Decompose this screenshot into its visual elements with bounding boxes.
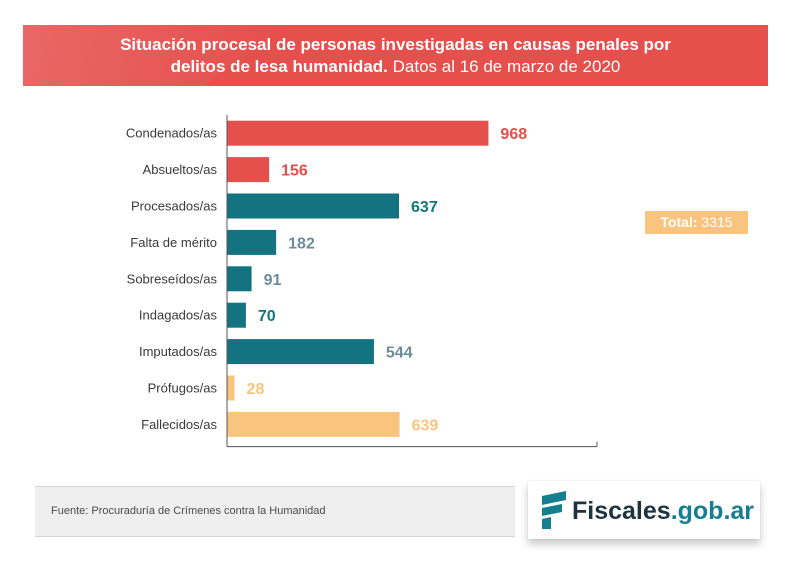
source-text: Fuente: Procuraduría de Crímenes contra …: [51, 505, 326, 517]
logo-name-dark: Fiscales: [572, 497, 671, 525]
bar: [227, 266, 252, 292]
bar: [227, 302, 246, 328]
bar-chart: Condenados/as 968 Absueltos/as 156 Procesado…: [126, 115, 598, 448]
fiscales-logo-text: Fiscales.gob.ar: [572, 493, 754, 529]
value-label: 544: [386, 345, 413, 362]
total-label: Total:: [660, 214, 698, 230]
category-label: Imputados/as: [139, 344, 218, 359]
value-label: 70: [258, 308, 276, 325]
fiscales-logo-icon: [542, 491, 566, 529]
category-label: Absueltos/as: [143, 162, 218, 177]
value-label: 968: [500, 126, 527, 143]
category-label: Sobreseídos/as: [127, 271, 218, 286]
total-value: 3315: [697, 214, 733, 230]
category-label: Prófugos/as: [148, 381, 218, 396]
bar: [227, 375, 235, 401]
value-label: 91: [264, 272, 282, 289]
category-label: Falta de mérito: [130, 235, 217, 250]
bar: [227, 229, 277, 255]
category-label: Procesados/as: [131, 199, 217, 214]
chart-title-banner: Situación procesal de personas investiga…: [23, 25, 768, 86]
value-label: 28: [247, 381, 265, 398]
bar: [227, 411, 400, 437]
category-label: Indagados/as: [139, 308, 218, 323]
chart-title-bold-part: delitos de lesa humanidad.: [170, 56, 388, 76]
value-label: 182: [288, 235, 315, 252]
category-label: Condenados/as: [126, 126, 218, 141]
bar: [227, 120, 489, 146]
logo-name-teal: .gob.ar: [670, 497, 755, 525]
fiscales-logo[interactable]: Fiscales.gob.ar: [528, 481, 760, 539]
bar: [227, 193, 400, 219]
bar: [227, 339, 374, 365]
value-label: 156: [281, 163, 308, 180]
source-note: Fuente: Procuraduría de Crímenes contra …: [35, 486, 515, 537]
chart-title-line-2: delitos de lesa humanidad. Datos al 16 d…: [171, 56, 621, 78]
bar: [227, 157, 270, 183]
value-label: 639: [412, 417, 439, 434]
category-label: Fallecidos/as: [141, 417, 217, 432]
chart-title-line-1: Situación procesal de personas investiga…: [120, 34, 671, 54]
value-label: 637: [411, 199, 438, 216]
total-badge: Total: 3315: [645, 211, 748, 234]
chart-title-date: Datos al 16 de marzo de 2020: [387, 56, 621, 76]
